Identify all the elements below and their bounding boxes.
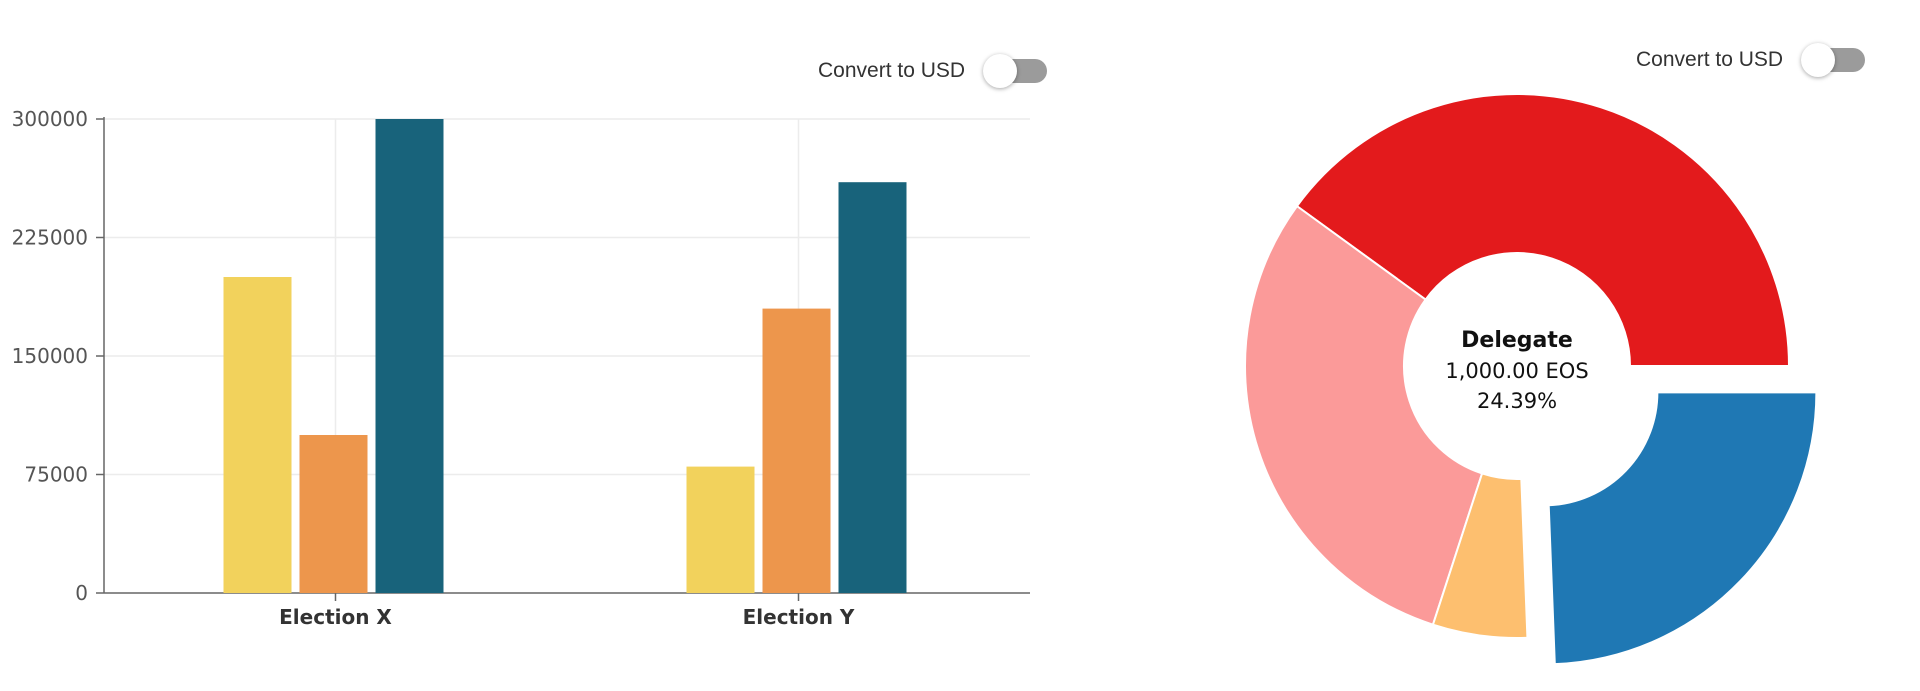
bar[interactable] [762, 308, 831, 593]
y-tick-label: 0 [75, 581, 88, 605]
y-tick-label: 150000 [12, 344, 88, 368]
y-tick-label: 300000 [12, 107, 88, 131]
convert-usd-toggle-pie: Convert to USD [1636, 43, 1869, 77]
donut-slice[interactable] [1431, 472, 1529, 639]
switch-knob[interactable] [983, 54, 1018, 88]
center-title: Delegate [1461, 328, 1573, 353]
donut-slice[interactable] [1244, 204, 1484, 626]
center-percent: 24.39% [1477, 389, 1557, 413]
y-tick-label: 75000 [24, 463, 88, 487]
donut-slices [1244, 93, 1818, 666]
convert-usd-label: Convert to USD [1636, 48, 1784, 71]
center-amount: 1,000.00 EOS [1445, 359, 1588, 383]
bar[interactable] [686, 466, 755, 593]
bars [223, 119, 907, 593]
convert-usd-label: Convert to USD [818, 59, 966, 82]
bar[interactable] [375, 119, 444, 593]
bar[interactable] [838, 182, 907, 593]
x-axis-labels: Election X Election Y [279, 593, 855, 629]
convert-usd-switch[interactable] [1801, 43, 1869, 77]
convert-usd-switch[interactable] [983, 54, 1051, 88]
x-tick-label: Election Y [743, 605, 855, 629]
x-tick-label: Election X [279, 605, 392, 629]
donut-slice[interactable] [1295, 93, 1791, 367]
bar[interactable] [299, 435, 368, 593]
y-tick-label: 225000 [12, 226, 88, 250]
bar[interactable] [223, 277, 292, 593]
donut-slice[interactable] [1547, 391, 1818, 666]
switch-knob[interactable] [1801, 43, 1836, 77]
convert-usd-toggle-bar: Convert to USD [818, 54, 1051, 88]
